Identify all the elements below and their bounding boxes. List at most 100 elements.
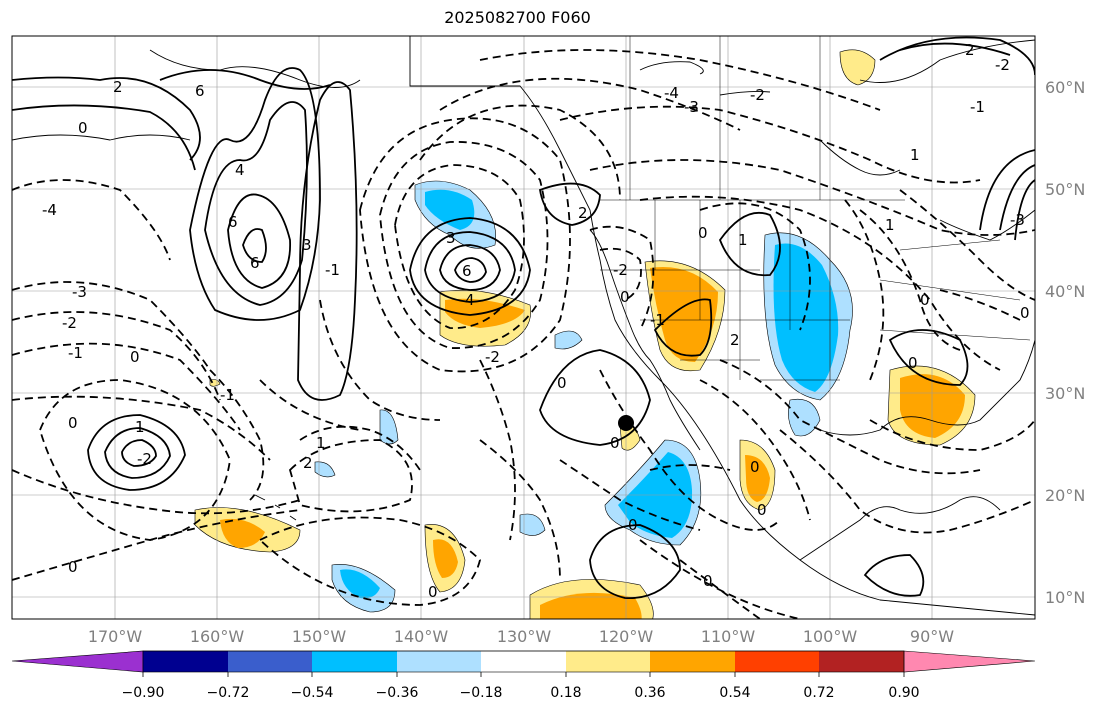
contour-label: 0 xyxy=(1020,304,1030,322)
contour-label: -1 xyxy=(220,386,235,404)
colorbar-tick-label: 0.72 xyxy=(803,685,834,701)
contour-label: 3 xyxy=(446,229,456,247)
colorbar-segment xyxy=(143,651,228,672)
map-plot-area: 2 6 0 4 6 6 3 -2 -1 1 0 -3 -2 -1 0 -1 0 … xyxy=(12,36,1035,619)
colorbar-tick-label: 0.54 xyxy=(719,685,750,701)
contour-label: 0 xyxy=(557,374,567,392)
lat-label: 20°N xyxy=(1045,486,1085,505)
contour-label: -1 xyxy=(325,261,340,279)
shade-orange-gulf xyxy=(900,374,965,438)
state-borders xyxy=(600,36,1031,381)
lon-label: 140°W xyxy=(394,627,449,646)
colorbar-ticks xyxy=(142,672,905,677)
colorbar-segment xyxy=(650,651,735,672)
map-frame xyxy=(11,35,1036,620)
contour-label: 0 xyxy=(920,291,930,309)
contour-label: 0 xyxy=(698,224,708,242)
coastlines xyxy=(12,36,1035,616)
contour-label: -2 xyxy=(62,314,77,332)
shade-orange-hawaii xyxy=(220,518,265,548)
colorbar-tick-label: 0.36 xyxy=(634,685,665,701)
lon-label: 130°W xyxy=(497,627,552,646)
contour-label: 6 xyxy=(250,254,260,272)
contour-label: -2 xyxy=(137,450,152,468)
contour-label: 1 xyxy=(910,146,920,164)
contour-label: -1 xyxy=(68,344,83,362)
contour-label: 0 xyxy=(428,583,438,601)
shade-blue-southwest-core xyxy=(340,569,380,599)
contour-label: 3 xyxy=(302,236,312,254)
contour-labels: 2 6 0 4 6 6 3 -2 -1 1 0 -3 -2 -1 0 -1 0 … xyxy=(42,41,1030,601)
contour-label: -3 xyxy=(1010,211,1025,229)
contour-label: 6 xyxy=(195,82,205,100)
lon-label: 110°W xyxy=(701,627,756,646)
shade-blue-small-2 xyxy=(519,513,546,536)
contours-solid xyxy=(12,36,1035,599)
contour-label: -2 xyxy=(485,348,500,366)
colorbar-segment xyxy=(566,651,650,672)
contour-label: 0 xyxy=(68,558,78,576)
contour-label: 0 xyxy=(78,119,88,137)
lon-label: 100°W xyxy=(803,627,858,646)
contour-label: 1 xyxy=(135,418,145,436)
colorbar-tick-label: 0.18 xyxy=(550,685,581,701)
shade-orange-central xyxy=(433,539,458,578)
contour-label: 1 xyxy=(885,216,895,234)
contour-label: 2 xyxy=(730,331,740,349)
contours-dashed xyxy=(12,49,1035,619)
contour-label: -3 xyxy=(684,98,699,116)
contour-label: 4 xyxy=(465,291,475,309)
contour-label: 0 xyxy=(908,354,918,372)
contour-label: 0 xyxy=(750,458,760,476)
contour-label: 0 xyxy=(130,348,140,366)
lon-label: 170°W xyxy=(88,627,143,646)
lon-label: 160°W xyxy=(190,627,245,646)
contour-label: 1 xyxy=(316,434,326,452)
contour-label: -2 xyxy=(995,56,1010,74)
contour-label: 1 xyxy=(738,231,748,249)
lon-label: 150°W xyxy=(292,627,347,646)
colorbar-segment xyxy=(11,650,144,673)
shade-orange-south xyxy=(540,592,642,619)
latitude-labels: 60°N 50°N 40°N 30°N 20°N 10°N xyxy=(1045,78,1085,607)
lat-label: 60°N xyxy=(1045,78,1085,97)
colorbar-tick-label: −0.90 xyxy=(122,685,165,701)
colorbar-tick-label: −0.18 xyxy=(460,685,503,701)
contour-label: -1 xyxy=(650,311,665,329)
contour-label: 6 xyxy=(228,213,238,231)
lat-label: 40°N xyxy=(1045,282,1085,301)
colorbar-tick-labels: −0.90 −0.72 −0.54 −0.36 −0.18 0.18 0.36 … xyxy=(122,685,920,701)
map-title: 2025082700 F060 xyxy=(444,8,591,27)
contour-label: 0 xyxy=(610,434,620,452)
contour-label: -2 xyxy=(613,261,628,279)
colorbar-segment xyxy=(481,651,566,672)
contour-label: 4 xyxy=(235,161,245,179)
colorbar-segment xyxy=(735,651,819,672)
contour-label: -4 xyxy=(42,201,57,219)
contour-label: -3 xyxy=(72,283,87,301)
shade-blue-small-3 xyxy=(554,330,583,350)
contour-label: 0 xyxy=(628,516,638,534)
contour-label: -4 xyxy=(664,84,679,102)
graticule xyxy=(12,36,1035,619)
contour-label: -1 xyxy=(970,98,985,116)
contour-label: 2 xyxy=(113,78,123,96)
location-dot xyxy=(618,415,634,431)
contour-label: 0 xyxy=(620,288,630,306)
lat-label: 10°N xyxy=(1045,588,1085,607)
colorbar-segment xyxy=(228,651,312,672)
shade-yellow-north xyxy=(839,49,876,86)
contour-label: 0 xyxy=(757,501,767,519)
contour-label: 0 xyxy=(68,414,78,432)
shade-blue-plains-core xyxy=(773,243,839,392)
lon-label: 90°W xyxy=(910,627,954,646)
shade-blue-small-1 xyxy=(379,409,399,445)
shade-orange-mexico-coast xyxy=(745,455,770,502)
lat-label: 30°N xyxy=(1045,384,1085,403)
colorbar-outline xyxy=(142,650,905,673)
contour-label: 2 xyxy=(965,41,975,59)
colorbar-tick-label: −0.54 xyxy=(291,685,334,701)
longitude-labels: 170°W 160°W 150°W 140°W 130°W 120°W 110°… xyxy=(88,627,954,646)
shade-blue-gulf-alaska-core xyxy=(425,189,475,230)
contour-label: 6 xyxy=(462,262,472,280)
